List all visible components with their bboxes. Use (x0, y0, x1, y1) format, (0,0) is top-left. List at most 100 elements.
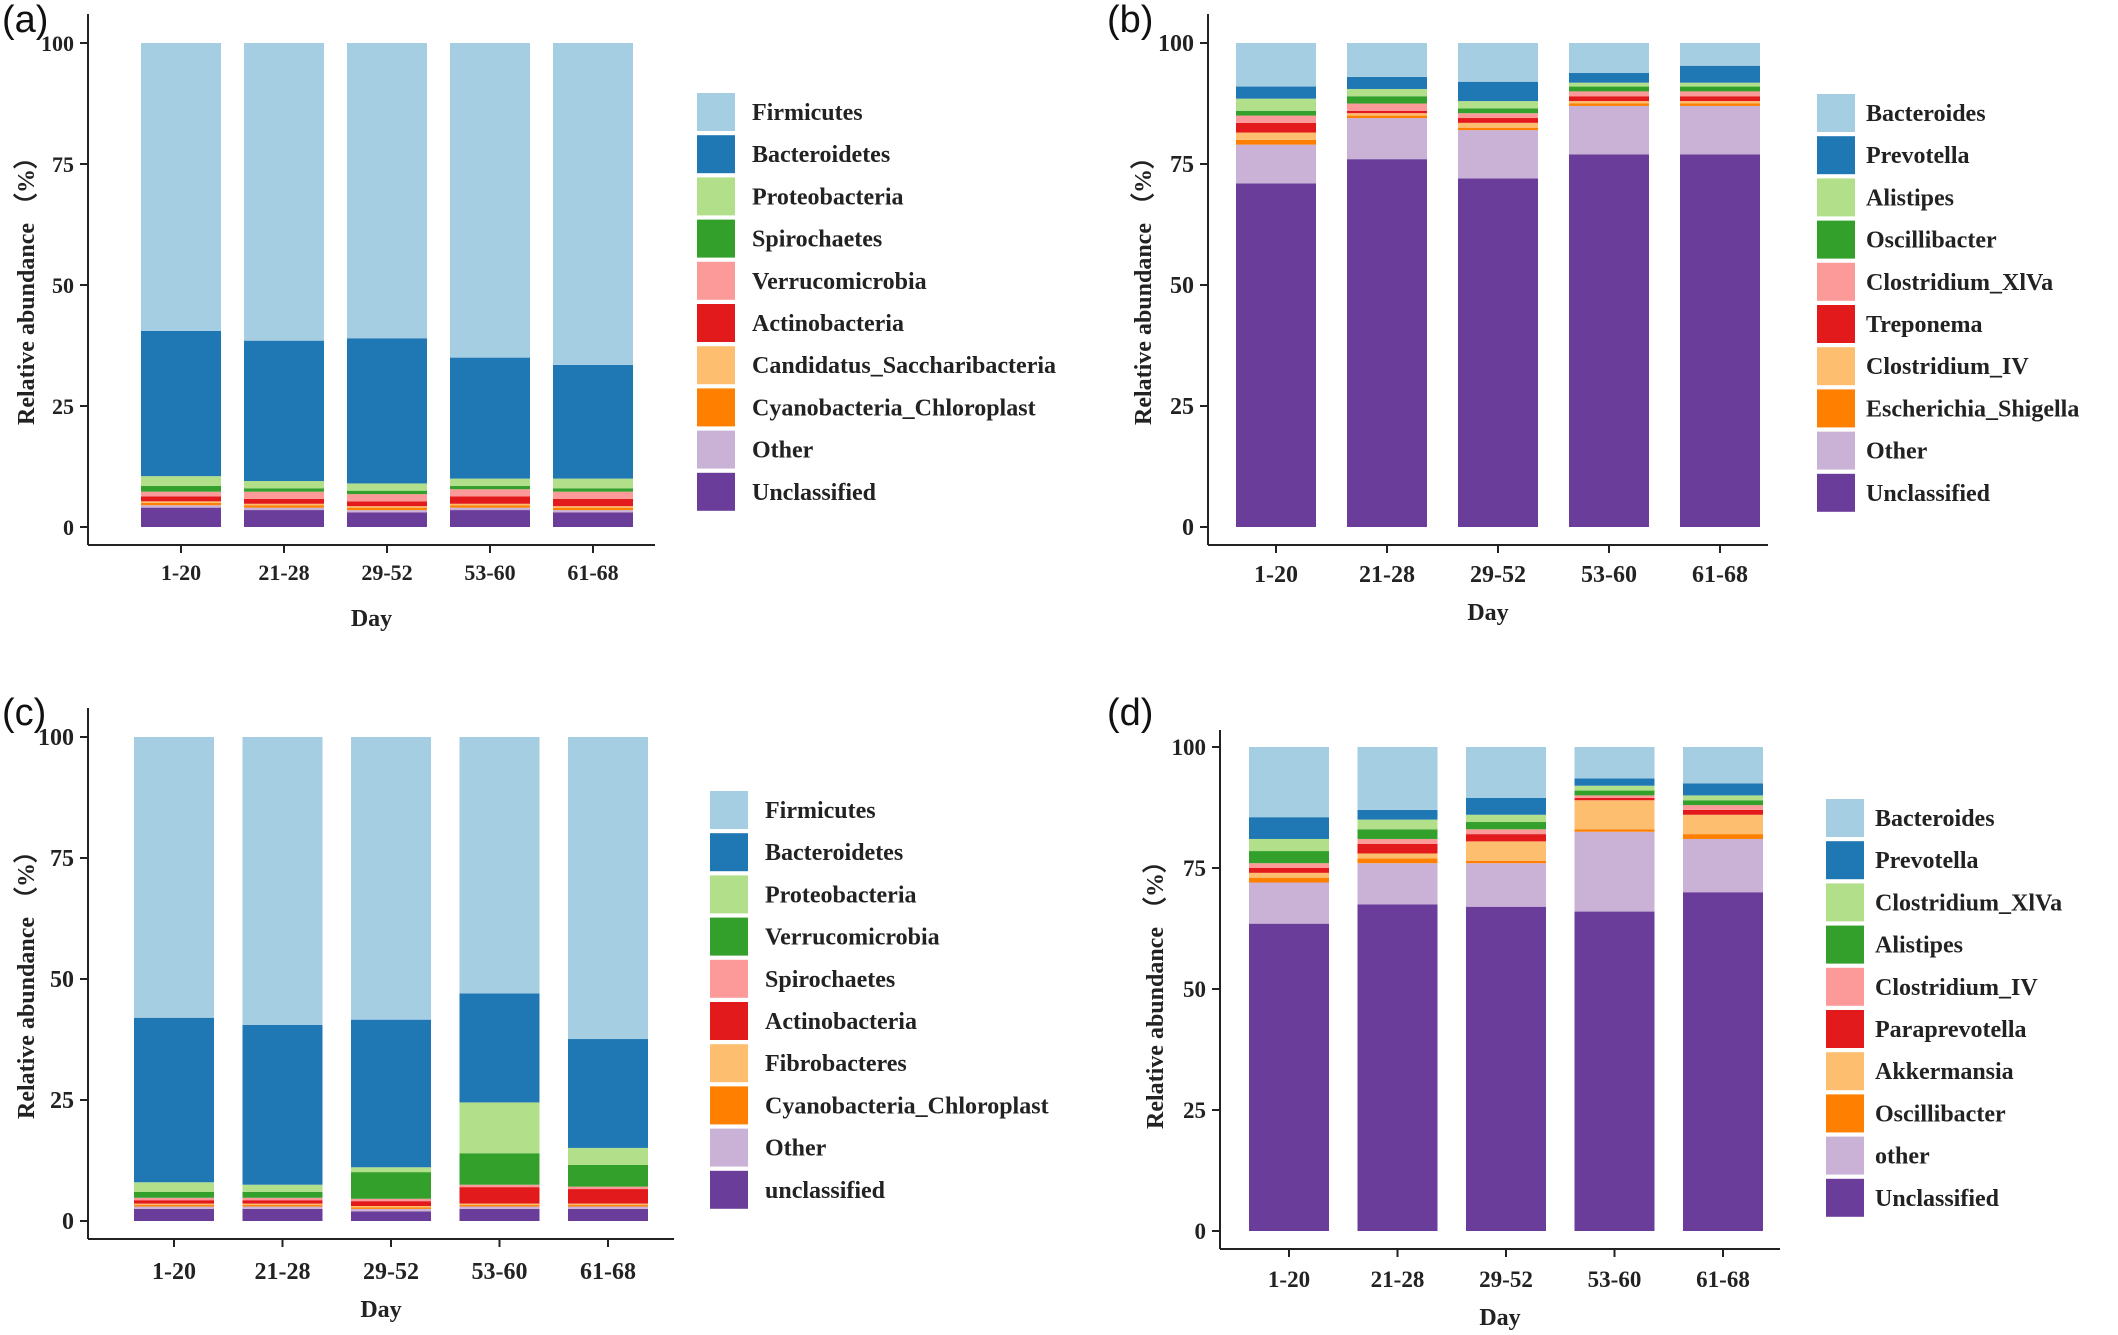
y-tick-label: 75 (1170, 152, 1194, 178)
x-tick-label: 21-28 (1371, 1267, 1425, 1292)
bar-segment-bacteroides (1574, 747, 1655, 779)
bar-segment-unclassified (1236, 183, 1316, 528)
bar-segment-clostridium-xlva (1249, 838, 1329, 852)
bar-segment-firmicutes (568, 737, 648, 1040)
bar-segment-firmicutes (244, 43, 324, 341)
bar-segment-bacteroidetes (450, 357, 530, 479)
legend-label: Bacteroides (1866, 101, 1986, 127)
bar-segment-alistipes (1236, 98, 1316, 111)
panel-label: (b) (1107, 0, 1153, 41)
bar-segment-prevotella (1683, 783, 1763, 796)
bar-segment-cyanobacteria-chloroplast (568, 1205, 648, 1207)
bar-segment-cyanobacteria-chloroplast (351, 1207, 431, 1209)
legend-label: Clostridium_IV (1875, 975, 2038, 1001)
legend-swatch (697, 304, 735, 342)
bar-segment-clostridium-iv (1458, 122, 1538, 128)
legend-swatch (697, 219, 735, 258)
legend-label: Spirochaetes (752, 227, 882, 253)
bar-segment-other (450, 507, 530, 511)
legend-label: Treponema (1866, 312, 1982, 338)
bar-segment-verrucomicrobia (347, 494, 427, 502)
bar-segment-oscillibacter (1569, 86, 1649, 92)
bar-segment-other (347, 510, 427, 513)
bar-segment-proteobacteria (450, 478, 530, 486)
legend-swatch (710, 1086, 748, 1125)
legend-swatch (697, 472, 735, 511)
legend-swatch (697, 346, 735, 385)
y-tick-label: 25 (1170, 394, 1194, 420)
bar-segment-akkermansia (1357, 853, 1438, 859)
legend-swatch (697, 261, 735, 300)
x-tick-label: 29-52 (1479, 1267, 1533, 1292)
bar-segment-prevotella (1357, 809, 1438, 820)
y-axis-title: Relative abundance （%） (1142, 849, 1169, 1129)
legend-swatch (710, 917, 748, 956)
legend-label: Actinobacteria (752, 311, 904, 337)
legend-label: Prevotella (1866, 143, 1970, 169)
bar-segment-actinobacteria (347, 501, 427, 507)
bar-segment-oscillibacter (1236, 110, 1316, 116)
x-tick-label: 61-68 (580, 1259, 636, 1285)
x-tick-label: 29-52 (361, 560, 412, 585)
bar-segment-bacteroides (1680, 43, 1760, 66)
bar-segment-bacteroides (1357, 747, 1438, 810)
bar-segment-verrucomicrobia (450, 489, 530, 497)
bar-segment-cyanobacteria-chloroplast (553, 507, 633, 511)
x-tick-label: 21-28 (258, 560, 309, 585)
bar-segment-spirochaetes (351, 1198, 431, 1202)
bar-segment-firmicutes (459, 737, 540, 994)
legend-label: Clostridium_IV (1866, 354, 2029, 380)
bar-segment-proteobacteria (459, 1102, 540, 1154)
bar-segment-other (1466, 863, 1546, 907)
bar-segment-clostridium-iv (1249, 863, 1329, 868)
legend-swatch (1826, 1052, 1864, 1091)
legend-swatch (1817, 305, 1855, 343)
bar-segment-fibrobacteres (242, 1203, 323, 1206)
bar-segment-actinobacteria (134, 1200, 214, 1204)
legend-label: Oscillibacter (1866, 228, 1997, 254)
bar-segment-actinobacteria (568, 1189, 648, 1204)
bar-segment-prevotella (1347, 76, 1427, 89)
y-tick-label: 50 (52, 273, 74, 298)
bar-segment-prevotella (1680, 65, 1760, 83)
bar-segment-cyanobacteria-chloroplast (347, 507, 427, 511)
bar-segment-verrucomicrobia (553, 491, 633, 499)
y-axis-title: Relative abundance （%） (13, 145, 40, 425)
bar-segment-firmicutes (141, 43, 221, 331)
bar-segment-candidatus-saccharibacteria (450, 503, 530, 506)
legend-swatch (710, 833, 748, 872)
bar-segment-other (459, 1206, 540, 1209)
legend: Firmicutes Bacteroidetes Proteobacteria Spi… (697, 93, 1056, 511)
bar-segment-candidatus-saccharibacteria (553, 506, 633, 508)
legend-swatch (1826, 1136, 1864, 1175)
bar-segment-other (1249, 882, 1329, 924)
bar-segment-other (1236, 144, 1316, 184)
bar-segment-other (141, 505, 221, 508)
bar-segment-other (244, 507, 324, 511)
bar-segment-spirochaetes (553, 488, 633, 492)
bar-segment-unclassified (141, 507, 221, 527)
legend-swatch (1817, 431, 1855, 470)
legend-label: Proteobacteria (765, 882, 917, 908)
legend-label: Alistipes (1875, 933, 1963, 959)
y-tick-label: 50 (1183, 977, 1206, 1002)
bar-segment-alistipes (1569, 82, 1649, 87)
bar-segment-unclassified (568, 1208, 648, 1221)
bar-segment-prevotella (1458, 81, 1538, 102)
x-tick-label: 21-28 (1359, 562, 1415, 588)
bar-segment-fibrobacteres (459, 1203, 540, 1206)
bar-segment-other (1680, 105, 1760, 155)
bar-segment-bacteroides (1569, 43, 1649, 74)
legend-swatch (1817, 220, 1855, 259)
bar-segment-spirochaetes (134, 1197, 214, 1201)
bar-segment-alistipes (1574, 790, 1655, 796)
bar-segment-verrucomicrobia (141, 491, 221, 497)
bar-segment-proteobacteria (141, 476, 221, 486)
bar-segment-paraprevotella (1357, 843, 1438, 854)
x-tick-label: 29-52 (1470, 562, 1526, 588)
bar-segment-oscillibacter (1683, 834, 1763, 839)
bar-segment-unclassified (1357, 904, 1438, 1231)
legend-label: Proteobacteria (752, 184, 904, 210)
legend-swatch (1826, 1178, 1864, 1217)
bar-segment-clostridium-iv (1466, 829, 1546, 835)
